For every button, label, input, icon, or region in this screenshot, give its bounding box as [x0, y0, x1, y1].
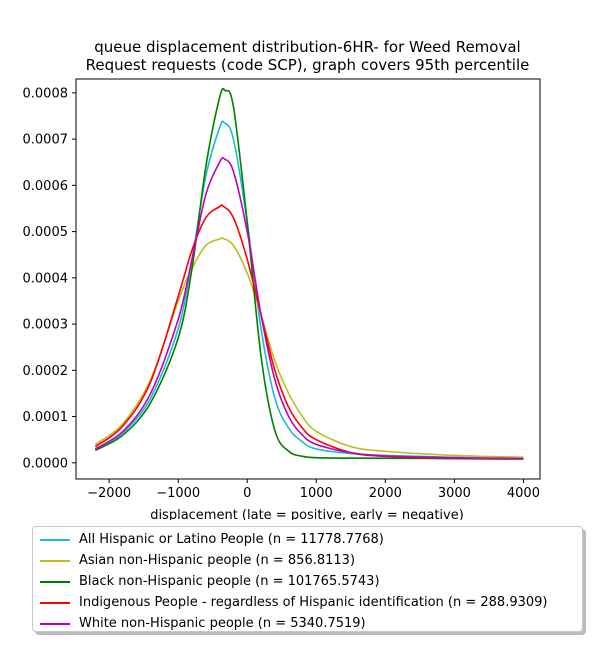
x-tick-label: −1000: [156, 486, 200, 501]
legend-swatch: [40, 601, 70, 604]
legend-item: Black non-Hispanic people (n = 101765.57…: [33, 571, 582, 592]
x-axis-label: displacement (late = positive, early = n…: [150, 508, 464, 520]
series-line: [94, 120, 524, 460]
plot-group: −2000 −1000 0 1000 2000 3000 4000 0.0000 0.0001 0…: [23, 78, 541, 501]
series-line: [94, 156, 524, 460]
legend-label: White non-Hispanic people (n = 5340.7519…: [79, 616, 366, 631]
legend-swatch: [40, 622, 70, 625]
legend-swatch: [40, 559, 70, 562]
y-tick-label: 0.0000: [23, 456, 69, 471]
x-tick-label: 0: [243, 486, 251, 501]
chart-svg: −2000 −1000 0 1000 2000 3000 4000 0.0000 0.0001 0…: [23, 78, 541, 520]
x-tick-label: 3000: [438, 486, 471, 501]
y-tick-label: 0.0005: [23, 225, 69, 240]
series-line: [94, 204, 524, 460]
x-tick-label: 4000: [507, 486, 540, 501]
plot-frame: [75, 78, 541, 480]
legend-item: Asian non-Hispanic people (n = 856.8113): [33, 550, 582, 571]
legend-label: Indigenous People - regardless of Hispan…: [79, 595, 548, 610]
legend-label: All Hispanic or Latino People (n = 11778…: [79, 532, 384, 547]
legend-item: Indigenous People - regardless of Hispan…: [33, 592, 582, 613]
x-tick-label: −2000: [87, 486, 131, 501]
legend-item: All Hispanic or Latino People (n = 11778…: [33, 529, 582, 550]
y-tick-label: 0.0008: [23, 86, 69, 101]
x-tick-label: 2000: [369, 486, 402, 501]
y-tick-label: 0.0003: [23, 318, 69, 333]
y-tick-label: 0.0006: [23, 179, 69, 194]
chart-title-line-1: queue displacement distribution-6HR- for…: [94, 38, 521, 56]
y-tick-label: 0.0004: [23, 271, 69, 286]
y-tick-label: 0.0001: [23, 410, 69, 425]
legend-swatch: [40, 538, 70, 541]
chart-title-line-2: Request requests (code SCP), graph cover…: [85, 56, 530, 74]
legend-label: Black non-Hispanic people (n = 101765.57…: [79, 574, 380, 589]
x-tick-label: 1000: [300, 486, 333, 501]
series-line: [94, 237, 524, 459]
legend: All Hispanic or Latino People (n = 11778…: [32, 526, 583, 632]
legend-label: Asian non-Hispanic people (n = 856.8113): [79, 553, 356, 568]
legend-item: White non-Hispanic people (n = 5340.7519…: [33, 613, 582, 634]
y-tick-label: 0.0007: [23, 133, 69, 148]
legend-swatch: [40, 580, 70, 583]
series-line: [94, 87, 524, 460]
y-tick-label: 0.0002: [23, 364, 69, 379]
